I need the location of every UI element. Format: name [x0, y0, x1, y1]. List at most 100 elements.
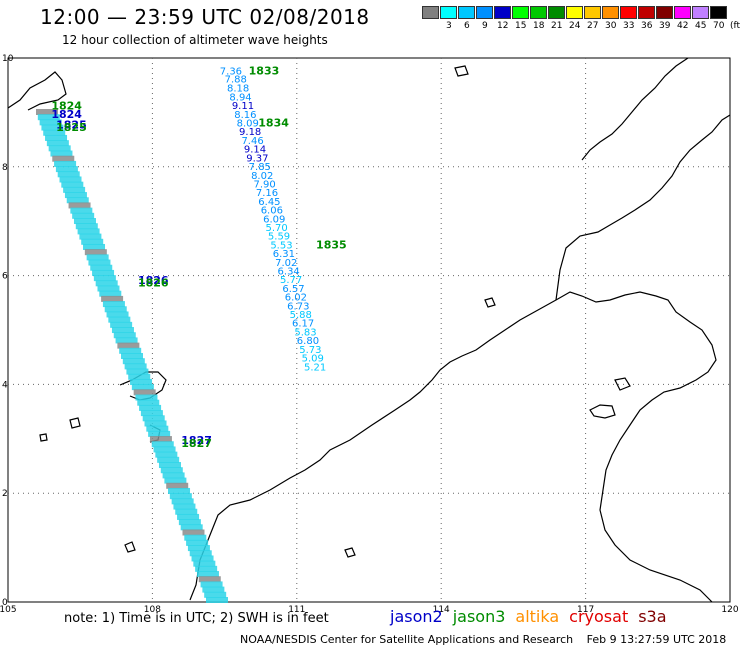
- dense-track-reading: [128, 373, 151, 380]
- legend-swatch: [548, 6, 565, 19]
- coastline-palawan: [581, 57, 689, 161]
- dense-track-reading: [196, 571, 219, 578]
- footer-credit: NOAA/NESDIS Center for Satellite Applica…: [240, 633, 726, 646]
- track-time-label: 1835: [316, 238, 347, 251]
- track-value: 5.21: [304, 362, 326, 373]
- track-time-label: 1827: [181, 434, 212, 447]
- dense-track-reading: [46, 140, 69, 147]
- dense-track-reading: [142, 415, 165, 422]
- satellite-jason3: jason3: [452, 607, 506, 626]
- y-tick-label: 10: [2, 54, 14, 64]
- coastline: [7, 57, 731, 603]
- legend-swatch: [476, 6, 493, 19]
- dense-track-reading: [178, 519, 201, 526]
- dense-track-reading: [160, 467, 183, 474]
- coastline-island-3: [344, 547, 356, 558]
- legend-label: 36: [641, 21, 653, 31]
- legend-swatch: [638, 6, 655, 19]
- track-value: 5.70: [266, 223, 288, 234]
- dense-track-reading: [121, 353, 143, 359]
- map-grid: [8, 58, 730, 602]
- track-value: 9.14: [244, 145, 266, 156]
- dense-track-reading: [148, 430, 171, 437]
- dense-track-reading: [153, 446, 176, 453]
- x-tick-label: 114: [433, 605, 450, 615]
- dense-track-reading: [52, 155, 75, 162]
- track-time-label: 1825: [56, 119, 87, 132]
- dense-track-reading: [97, 285, 120, 292]
- legend-label: 21: [551, 21, 563, 31]
- track-value: 5.09: [302, 354, 324, 365]
- dense-track-reading: [84, 249, 107, 256]
- legend-swatch: [602, 6, 619, 19]
- track-value: 6.09: [263, 214, 285, 225]
- track-time-label: 1824: [51, 100, 82, 113]
- track-value: 9.37: [246, 153, 268, 164]
- x-tick-label: 108: [144, 605, 161, 615]
- dense-track-reading: [43, 129, 66, 136]
- map-frame: [7, 57, 731, 603]
- dense-track-reading: [206, 597, 228, 603]
- x-tick-label: 105: [0, 605, 17, 615]
- track-value: 8.94: [229, 92, 251, 103]
- x-tick-label: 111: [288, 605, 305, 615]
- dense-track-reading: [204, 591, 227, 598]
- dense-track-reading: [99, 290, 122, 297]
- legend-swatch: [656, 6, 673, 19]
- dense-track-reading: [54, 160, 77, 167]
- legend-swatch: [494, 6, 511, 19]
- dense-track-reading: [77, 228, 100, 235]
- track-time-label: 1833: [249, 64, 280, 77]
- dense-track-reading: [41, 124, 64, 131]
- altimeter-tracks: 7.367.888.188.949.118.168.099.187.469.14…: [220, 66, 326, 373]
- dense-track-reading: [93, 275, 116, 282]
- y-tick-label: 2: [2, 489, 8, 499]
- dense-track-reading: [171, 498, 194, 505]
- dense-track-reading: [115, 337, 138, 344]
- dense-track-reading: [149, 436, 172, 443]
- dense-track-reading: [50, 150, 73, 157]
- legend-swatch: [584, 6, 601, 19]
- legend-label: 9: [482, 21, 488, 31]
- dense-track-reading: [168, 487, 191, 494]
- track-value: 5.53: [270, 240, 292, 251]
- dense-track-reading: [39, 119, 62, 126]
- legend-label: 45: [695, 21, 707, 31]
- track-time-label: 1834: [258, 117, 289, 130]
- track-time-label: 1826: [138, 274, 169, 287]
- track-value: 5.73: [299, 345, 321, 356]
- dense-track-reading: [122, 358, 145, 365]
- dense-track-reading: [63, 186, 86, 193]
- dense-track-reading: [186, 539, 209, 546]
- dense-track-reading: [55, 166, 78, 173]
- track-value: 5.77: [280, 275, 302, 286]
- dense-track-reading: [175, 508, 198, 515]
- dense-track-reading: [151, 441, 174, 448]
- y-tick-label: 0: [2, 598, 8, 608]
- y-tick-label: 6: [2, 272, 8, 282]
- dense-track-reading: [135, 394, 158, 401]
- legend-label: 15: [515, 21, 527, 31]
- dense-track-reading: [182, 529, 205, 536]
- track-value: 7.88: [225, 74, 247, 85]
- track-value: 6.06: [261, 206, 283, 217]
- dense-track-reading: [75, 223, 98, 230]
- legend-swatches: [422, 6, 728, 19]
- dense-track-reading: [133, 389, 156, 396]
- coastline-island-2: [614, 377, 631, 391]
- dense-track-reading: [193, 560, 216, 567]
- dense-track-reading: [101, 295, 124, 302]
- legend-swatch: [620, 6, 637, 19]
- legend-label: 12: [497, 21, 509, 31]
- dense-track-reading: [81, 238, 104, 245]
- track-value: 5.83: [294, 327, 316, 338]
- dense-track-reading: [139, 404, 162, 411]
- x-tick-label: 120: [721, 605, 738, 615]
- legend-label: 33: [623, 21, 635, 31]
- footer-note: note: 1) Time is in UTC; 2) SWH is in fe…: [64, 611, 329, 626]
- dense-track-reading: [177, 513, 200, 520]
- satellite-altika: altika: [515, 607, 560, 626]
- dense-track-reading: [64, 192, 87, 199]
- legend-label: 27: [587, 21, 599, 31]
